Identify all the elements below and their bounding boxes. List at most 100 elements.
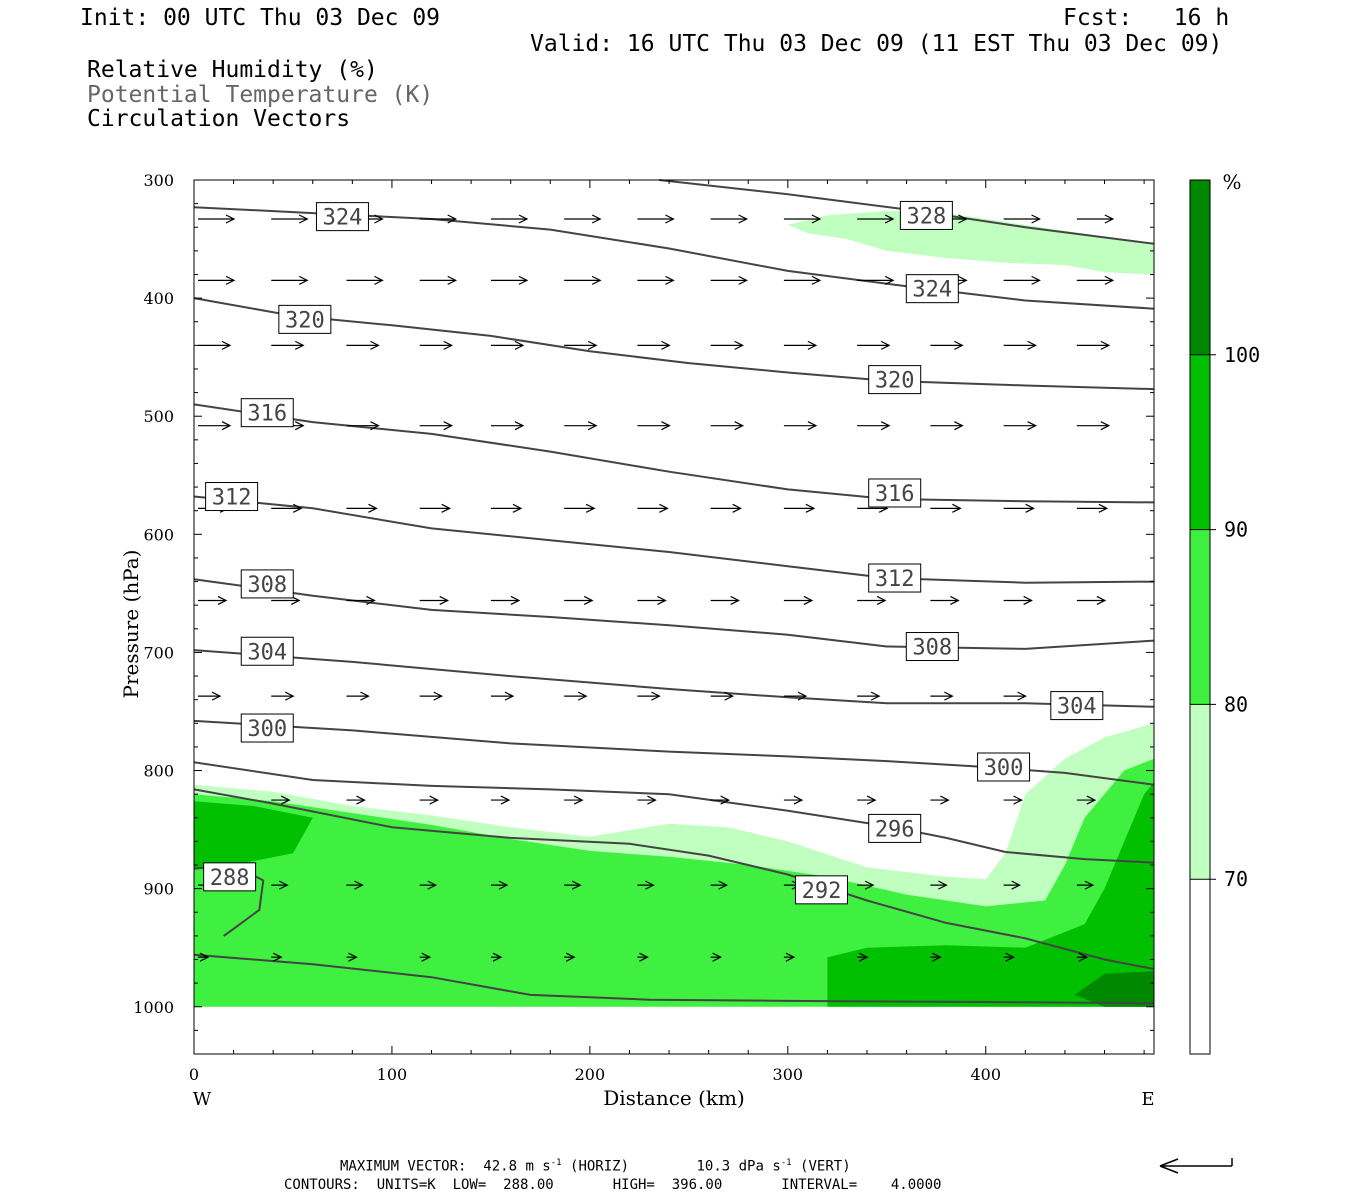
vector-head — [734, 421, 745, 431]
valid-time: Valid: 16 UTC Thu 03 Dec 09 (11 EST Thu … — [530, 31, 1223, 57]
y-tick-label: 500 — [143, 407, 174, 426]
circulation-vector — [346, 503, 378, 513]
contour-label-text: 312 — [212, 486, 252, 511]
colorbar-segment — [1190, 354, 1210, 530]
circulation-vector — [490, 214, 529, 224]
vector-head — [360, 691, 370, 701]
circulation-vector — [930, 595, 960, 606]
circulation-vector — [490, 421, 525, 431]
circulation-vector — [857, 795, 877, 805]
circulation-vector — [346, 421, 380, 431]
vector-head — [1005, 952, 1015, 962]
vector-head — [880, 340, 891, 350]
contour-labels-layer: 328 324 324 320 320 316 316 312 312 308 308 304 304 3… — [203, 200, 1104, 905]
circulation-vector — [271, 214, 309, 224]
theta-line-surface-18 — [193, 953, 1155, 1005]
contour-label-text: 320 — [285, 308, 325, 333]
vector-head — [1027, 421, 1037, 431]
circulation-vector — [1003, 275, 1041, 285]
colorbar-unit-label: % — [1222, 170, 1241, 194]
circulation-vector — [564, 421, 598, 431]
contour-label-box — [868, 365, 922, 395]
circulation-vector — [1076, 214, 1115, 224]
vector-head — [500, 795, 511, 805]
vector-head — [443, 421, 454, 431]
y-tick-label: 800 — [143, 762, 174, 781]
circulation-vector — [198, 421, 232, 431]
horiz-unit-exponent: -1 — [550, 1158, 562, 1168]
max-vector-horiz: 42.8 m s — [483, 1158, 551, 1175]
circulation-vector — [419, 421, 454, 431]
vector-head — [1027, 340, 1037, 350]
vector-head — [884, 275, 895, 285]
colorbar-level-label: 100 — [1224, 343, 1260, 367]
vector-head — [370, 421, 380, 431]
circulation-vector — [346, 340, 380, 350]
circulation-vector — [783, 503, 816, 513]
field-circulation-vectors: Circulation Vectors — [87, 106, 351, 132]
colorbar-level-label: 90 — [1224, 518, 1248, 542]
contour-label-box — [205, 482, 259, 512]
circulation-vector — [930, 795, 950, 805]
vector-head — [803, 595, 814, 606]
circulation-vector — [564, 275, 602, 285]
circulation-vector — [1003, 340, 1037, 350]
circulation-vector — [783, 214, 822, 224]
contour-label-316: 316 — [868, 478, 922, 508]
vector-head — [514, 340, 525, 350]
contour-label-text: 308 — [247, 573, 287, 598]
circulation-vector — [198, 595, 228, 606]
contour-label-box — [240, 398, 294, 428]
contour-label-box — [240, 636, 294, 666]
contour-label-text: 288 — [210, 866, 250, 891]
vector-head — [290, 595, 301, 606]
plot-frame — [193, 179, 1155, 1055]
circulation-vector — [1076, 340, 1111, 350]
contour-label-box — [1050, 691, 1104, 721]
vector-head — [665, 275, 675, 285]
contour-label-288: 288 — [203, 862, 257, 892]
circulation-vector — [930, 691, 954, 701]
circulation-vector — [783, 595, 814, 606]
vector-head — [1098, 503, 1109, 513]
circulation-vector — [637, 691, 661, 701]
circulation-vector — [346, 691, 370, 701]
contour-label-text: 316 — [247, 402, 287, 427]
vector-head — [884, 214, 895, 224]
contour-label-text: 324 — [912, 278, 952, 303]
vector-head — [591, 214, 602, 224]
circulation-vector — [783, 952, 796, 962]
circulation-vector — [1076, 952, 1089, 962]
contour-label-308: 308 — [905, 632, 959, 662]
contour-label-316: 316 — [240, 398, 294, 428]
vector-head — [732, 503, 743, 513]
circulation-vector — [1003, 880, 1021, 890]
circulation-vector — [564, 880, 582, 890]
vector-head — [793, 795, 804, 805]
circulation-vector — [1003, 214, 1041, 224]
theta-line-320-3 — [193, 297, 1155, 391]
vector-head — [712, 952, 723, 962]
vector-head — [514, 421, 525, 431]
vector-head — [659, 503, 669, 513]
circulation-vector — [857, 275, 895, 285]
vector-head — [573, 795, 584, 805]
contour-label-text: 304 — [247, 640, 287, 665]
circulation-vector — [564, 795, 584, 805]
vector-head — [880, 421, 891, 431]
circulation-vector — [271, 795, 291, 805]
x-tick-label: 100 — [377, 1065, 408, 1084]
vector-head — [199, 952, 210, 962]
contour-label-308: 308 — [240, 569, 294, 599]
circulation-vector — [490, 880, 509, 890]
circulation-vector — [637, 795, 657, 805]
circulation-vector — [419, 595, 450, 606]
circulation-vector — [419, 795, 440, 805]
vector-head — [1104, 275, 1115, 285]
contour-label-text: 316 — [875, 482, 915, 507]
contour-label-text: 324 — [323, 206, 363, 231]
circulation-vector — [490, 952, 503, 962]
theta-line-304-11 — [193, 649, 1155, 708]
contour-label-box — [240, 569, 294, 599]
circulation-vector — [198, 691, 222, 701]
